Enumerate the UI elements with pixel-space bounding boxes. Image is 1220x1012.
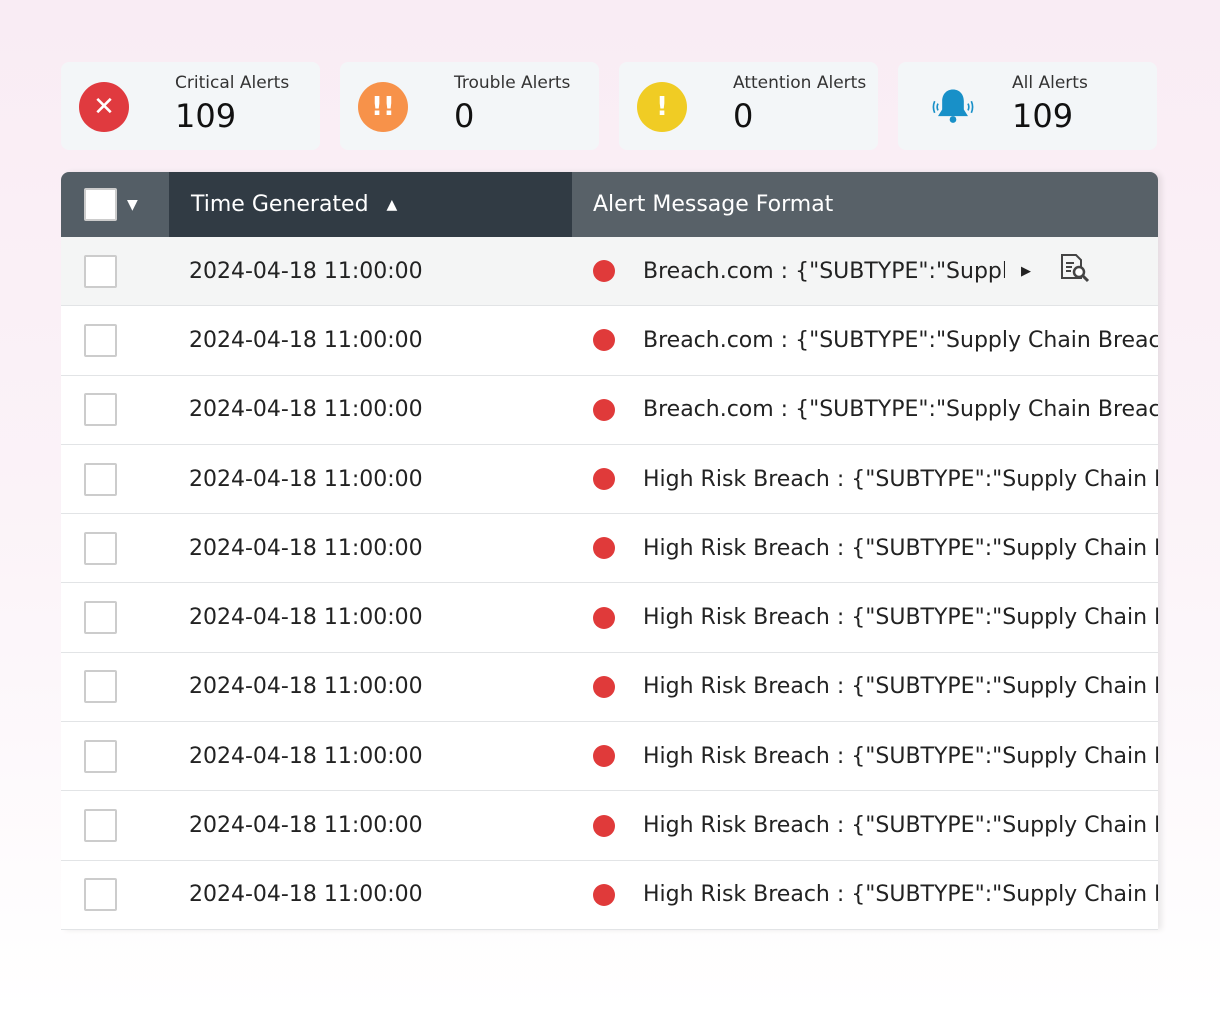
row-checkbox[interactable] — [84, 670, 117, 704]
time-generated-cell: 2024-04-18 11:00:00 — [189, 397, 423, 423]
critical-severity-dot-icon — [593, 745, 615, 768]
column-label: Time Generated — [191, 192, 369, 217]
time-generated-cell: 2024-04-18 11:00:00 — [189, 327, 423, 353]
row-checkbox[interactable] — [84, 809, 117, 843]
double-exclamation-icon: !! — [358, 82, 408, 132]
alert-card[interactable]: !! Trouble Alerts 0 — [340, 62, 599, 150]
alert-summary-cards: ✕ Critical Alerts 109!! Trouble Alerts 0! Att… — [61, 62, 1157, 150]
row-checkbox[interactable] — [84, 531, 117, 565]
sort-ascending-icon[interactable]: ▲ — [386, 196, 398, 213]
row-checkbox[interactable] — [84, 462, 117, 496]
critical-severity-dot-icon — [593, 883, 615, 906]
critical-severity-dot-icon — [593, 260, 615, 283]
alert-card[interactable]: ! Attention Alerts 0 — [619, 62, 878, 150]
alert-message-cell: Breach.com : {"SUBTYPE":"Supply Chain Br… — [643, 397, 1158, 423]
table-row[interactable]: 2024-04-18 11:00:00 Breach.com : {"SUBTYP… — [61, 376, 1158, 445]
close-circle-icon: ✕ — [79, 82, 129, 132]
alert-card-count: 0 — [733, 97, 754, 135]
critical-severity-dot-icon — [593, 814, 615, 837]
table-row[interactable]: 2024-04-18 11:00:00 High Risk Breach : {"… — [61, 514, 1158, 584]
row-checkbox[interactable] — [84, 393, 117, 427]
alert-message-cell: Breach.com : {"SUBTYPE":"Supply Chain Br… — [643, 327, 1158, 353]
time-generated-cell: 2024-04-18 11:00:00 — [189, 258, 423, 284]
alerts-table: ▼ Time Generated ▲ Alert Message Format … — [61, 172, 1158, 930]
time-generated-cell: 2024-04-18 11:00:00 — [189, 813, 423, 839]
row-checkbox[interactable] — [84, 739, 117, 773]
select-all-checkbox[interactable] — [84, 188, 117, 221]
time-generated-cell: 2024-04-18 11:00:00 — [189, 605, 423, 631]
table-row[interactable]: 2024-04-18 11:00:00 High Risk Breach : {"… — [61, 722, 1158, 792]
time-generated-cell: 2024-04-18 11:00:00 — [189, 674, 423, 700]
critical-severity-dot-icon — [593, 537, 615, 560]
alert-card-count: 109 — [1012, 97, 1074, 135]
column-header-time-generated[interactable]: Time Generated ▲ — [169, 172, 572, 237]
alert-card[interactable]: ✕ Critical Alerts 109 — [61, 62, 320, 150]
alert-card-count: 109 — [175, 97, 237, 135]
table-row[interactable]: 2024-04-18 11:00:00 High Risk Breach : {"… — [61, 583, 1158, 653]
alert-card-label: Trouble Alerts — [454, 73, 571, 93]
critical-severity-dot-icon — [593, 398, 615, 421]
time-generated-cell: 2024-04-18 11:00:00 — [189, 535, 423, 561]
alert-message-cell: High Risk Breach : {"SUBTYPE":"Supply Ch… — [643, 605, 1158, 631]
critical-severity-dot-icon — [593, 675, 615, 698]
time-generated-cell: 2024-04-18 11:00:00 — [189, 882, 423, 908]
select-all-column: ▼ — [61, 172, 169, 237]
alert-message-cell: High Risk Breach : {"SUBTYPE":"Supply Ch… — [643, 535, 1158, 561]
table-row[interactable]: 2024-04-18 11:00:00 High Risk Breach : {"… — [61, 791, 1158, 861]
alert-message-cell: High Risk Breach : {"SUBTYPE":"Supply Ch… — [643, 674, 1158, 700]
time-generated-cell: 2024-04-18 11:00:00 — [189, 743, 423, 769]
table-header: ▼ Time Generated ▲ Alert Message Format — [61, 172, 1158, 237]
row-checkbox[interactable] — [84, 254, 117, 288]
table-row[interactable]: 2024-04-18 11:00:00 Breach.com : {"SUBTYP… — [61, 237, 1158, 307]
alert-card[interactable]: All Alerts 109 — [898, 62, 1157, 150]
alert-message-cell: Breach.com : {"SUBTYPE":"Supply Chain Br… — [643, 258, 1005, 284]
row-checkbox[interactable] — [84, 601, 117, 635]
alert-card-label: All Alerts — [1012, 73, 1088, 93]
alert-card-count: 0 — [454, 97, 475, 135]
table-row[interactable]: 2024-04-18 11:00:00 High Risk Breach : {"… — [61, 445, 1158, 515]
time-generated-cell: 2024-04-18 11:00:00 — [189, 466, 423, 492]
table-row[interactable]: 2024-04-18 11:00:00 High Risk Breach : {"… — [61, 861, 1158, 930]
view-details-icon[interactable] — [1059, 253, 1091, 289]
critical-severity-dot-icon — [593, 468, 615, 491]
critical-severity-dot-icon — [593, 329, 615, 352]
ringing-bell-icon — [928, 82, 978, 132]
critical-severity-dot-icon — [593, 606, 615, 629]
expand-arrow-icon[interactable]: ▶ — [1021, 263, 1031, 279]
alert-message-cell: High Risk Breach : {"SUBTYPE":"Supply Ch… — [643, 813, 1158, 839]
exclamation-icon: ! — [637, 82, 687, 132]
select-menu-caret-icon[interactable]: ▼ — [127, 196, 138, 213]
column-header-alert-message[interactable]: Alert Message Format — [572, 172, 1158, 237]
alert-card-label: Attention Alerts — [733, 73, 867, 93]
row-checkbox[interactable] — [84, 323, 117, 357]
alert-message-cell: High Risk Breach : {"SUBTYPE":"Supply Ch… — [643, 466, 1158, 492]
column-label: Alert Message Format — [593, 192, 834, 217]
row-checkbox[interactable] — [84, 878, 117, 912]
table-row[interactable]: 2024-04-18 11:00:00 High Risk Breach : {"… — [61, 653, 1158, 723]
alert-message-cell: High Risk Breach : {"SUBTYPE":"Supply Ch… — [643, 743, 1158, 769]
alert-message-cell: High Risk Breach : {"SUBTYPE":"Supply Ch… — [643, 882, 1158, 908]
alert-card-label: Critical Alerts — [175, 73, 290, 93]
table-row[interactable]: 2024-04-18 11:00:00 Breach.com : {"SUBTYP… — [61, 306, 1158, 376]
